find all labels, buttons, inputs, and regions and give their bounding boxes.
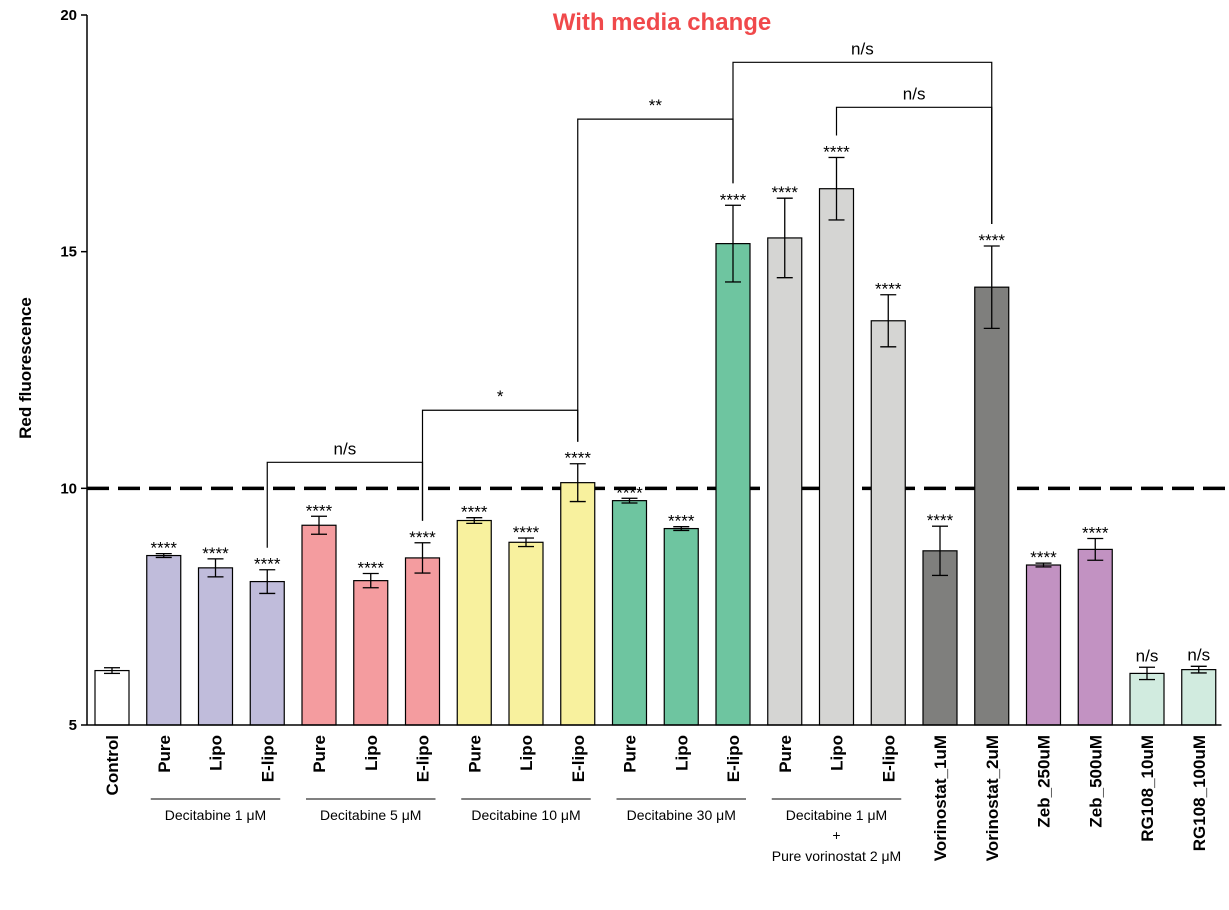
group-label: Decitabine 10 μM [471, 807, 580, 823]
comparison-label: n/s [334, 439, 357, 458]
comparison-bracket [266, 461, 424, 548]
group-label-line3: Pure vorinostat 2 μM [772, 848, 901, 864]
significance-label: **** [720, 190, 747, 209]
bar [974, 286, 1010, 726]
bar [1077, 548, 1113, 726]
significance-label: **** [202, 544, 229, 563]
x-tick-label: Pure [776, 735, 795, 773]
bar [94, 669, 130, 726]
x-tick-label: E-lipo [569, 735, 588, 782]
bar [611, 500, 648, 726]
x-tick-label: Control [103, 735, 122, 795]
bar [663, 527, 699, 726]
y-tick-label: 5 [69, 717, 77, 734]
significance-label: **** [927, 511, 954, 530]
x-tick-label: Lipo [828, 735, 847, 771]
bar [767, 237, 803, 726]
significance-label: **** [616, 483, 643, 502]
x-tick-label: Vorinostat_2uM [983, 735, 1002, 861]
group-label: Decitabine 1 μM [786, 807, 887, 823]
x-tick-label: Lipo [517, 735, 536, 771]
x-tick-label: Zeb_500uM [1086, 735, 1105, 828]
x-tick-label: Pure [155, 735, 174, 773]
bars-layer [94, 156, 1217, 726]
x-tick-label: Pure [465, 735, 484, 773]
y-tick-label: 20 [60, 7, 77, 24]
significance-label: **** [1082, 524, 1109, 543]
x-tick-label: E-lipo [414, 735, 433, 782]
significance-label: **** [151, 539, 178, 558]
significance-label: **** [358, 559, 385, 578]
significance-label: **** [1030, 548, 1057, 567]
significance-label: **** [513, 523, 540, 542]
bar [456, 519, 492, 726]
bar [146, 554, 182, 726]
bar [508, 541, 544, 726]
comparison-bracket [577, 118, 734, 442]
group-label: Decitabine 1 μM [165, 807, 266, 823]
significance-label: **** [565, 449, 592, 468]
significance-label: **** [254, 555, 281, 574]
comparison-label: ** [649, 96, 663, 115]
comparison-label: n/s [851, 39, 874, 58]
x-tick-label: Lipo [362, 735, 381, 771]
x-tick-label: E-lipo [258, 735, 277, 782]
x-tick-label: Lipo [672, 735, 691, 771]
label-layer: Control **** Pure **** Lipo **** E-lipo **** Pur… [103, 39, 1210, 864]
significance-label: **** [875, 280, 902, 299]
bar [249, 580, 285, 726]
comparison-bracket [421, 409, 579, 521]
group-label-plus: + [832, 827, 840, 843]
comparison-bracket [732, 61, 993, 224]
significance-label: **** [306, 501, 333, 520]
significance-label: **** [668, 512, 695, 531]
x-tick-label: E-lipo [724, 735, 743, 782]
x-tick-label: RG108_100uM [1190, 735, 1209, 851]
comparison-bracket [835, 106, 993, 224]
significance-label: n/s [1136, 646, 1159, 665]
bar [197, 567, 234, 726]
significance-label: **** [823, 142, 850, 161]
comparison-label: n/s [903, 84, 926, 103]
comparison-label: * [497, 387, 504, 406]
significance-label: **** [461, 503, 488, 522]
x-tick-label: RG108_10uM [1138, 735, 1157, 842]
group-label: Decitabine 30 μM [627, 807, 736, 823]
axis-layer: 5 10 15 20 [60, 7, 1222, 734]
significance-label: n/s [1187, 645, 1210, 664]
significance-label: **** [772, 183, 799, 202]
y-tick-label: 10 [60, 480, 77, 497]
x-tick-label: Lipo [207, 735, 226, 771]
y-tick-label: 15 [60, 244, 77, 261]
bar [301, 524, 337, 726]
significance-label: **** [409, 528, 436, 547]
x-tick-label: Zeb_250uM [1035, 735, 1054, 828]
significance-label: **** [979, 231, 1006, 250]
x-tick-label: Pure [621, 735, 640, 773]
bar [353, 580, 389, 726]
x-tick-label: E-lipo [879, 735, 898, 782]
bar [560, 482, 596, 726]
bar [922, 550, 958, 726]
bar [1181, 669, 1217, 726]
bar [818, 188, 855, 726]
bar [715, 243, 751, 726]
group-label: Decitabine 5 μM [320, 807, 421, 823]
x-tick-label: Vorinostat_1uM [931, 735, 950, 861]
bar [870, 320, 906, 726]
y-axis-label: Red fluorescence [16, 297, 35, 439]
bar [1025, 564, 1062, 726]
bar [404, 557, 441, 726]
chart-title: With media change [553, 9, 771, 36]
bar [1129, 672, 1165, 726]
x-tick-label: Pure [310, 735, 329, 773]
